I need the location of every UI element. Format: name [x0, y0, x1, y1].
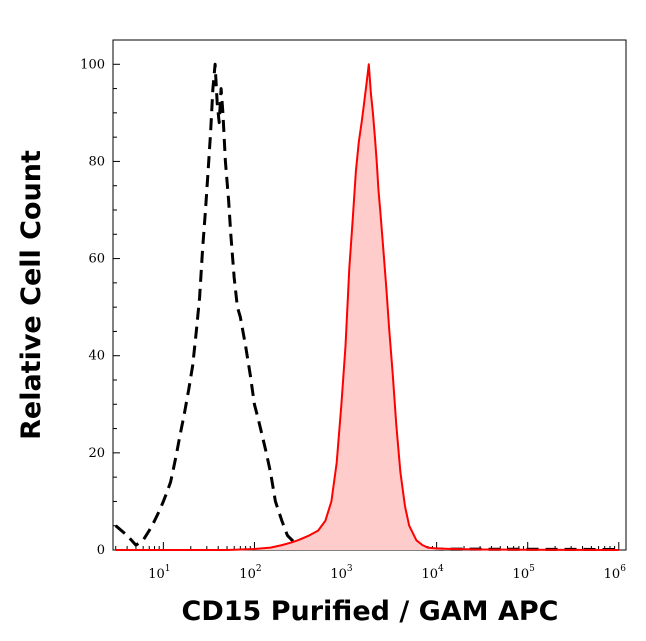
y-tick-label: 20	[88, 446, 105, 461]
y-tick-label: 80	[88, 154, 105, 169]
x-tick-label: 103	[330, 564, 353, 582]
x-tick-label: 104	[421, 564, 444, 582]
x-tick-label: 102	[239, 564, 261, 582]
stained-histogram-line	[115, 63, 619, 551]
x-tick-label: 101	[148, 564, 170, 582]
series-layer	[114, 62, 619, 551]
y-axis-title: Relative Cell Count	[16, 150, 47, 440]
y-tick-label: 0	[97, 543, 105, 558]
stained-histogram-fill	[115, 64, 619, 551]
y-tick-label: 40	[88, 349, 105, 364]
y-axis-ticks: 0 20 40 60 80 100	[80, 57, 120, 558]
x-axis-ticks: 101 102 103 104 105 106	[115, 542, 627, 582]
x-axis-title: CD15 Purified / GAM APC	[182, 596, 559, 627]
x-tick-label: 106	[604, 564, 627, 582]
x-tick-label: 105	[513, 564, 536, 582]
isotype-histogram-line	[114, 62, 619, 551]
y-tick-label: 60	[88, 252, 105, 267]
y-tick-label: 100	[80, 57, 105, 72]
